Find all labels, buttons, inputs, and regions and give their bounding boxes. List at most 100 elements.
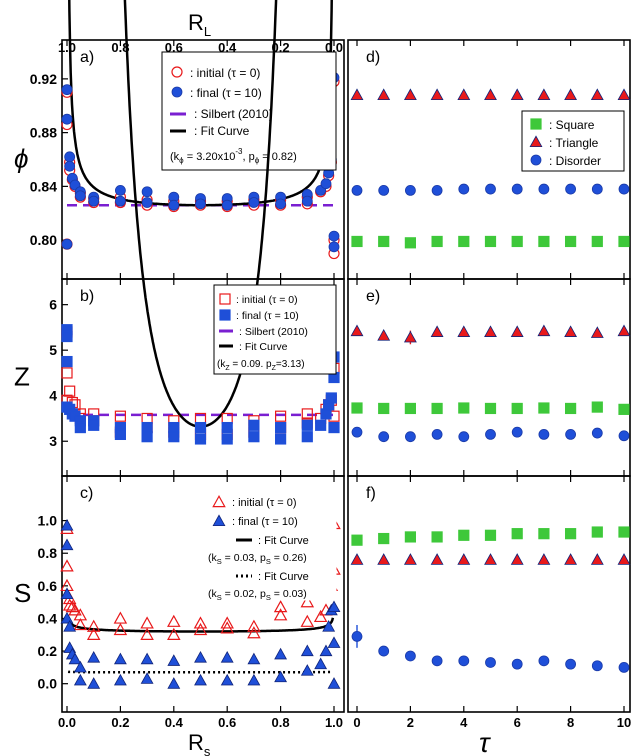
- data-point: [140, 616, 154, 629]
- data-point: [404, 531, 416, 543]
- legend-marker: [219, 293, 231, 305]
- panel-c-frame: [61, 475, 345, 713]
- data-point: [313, 609, 328, 623]
- data-point: [511, 658, 523, 670]
- data-point: [301, 431, 313, 443]
- data-point: [403, 88, 417, 100]
- series-b-1: [61, 324, 340, 445]
- legend-text: : Fit Curve: [258, 535, 309, 547]
- top-axis-label: RL: [188, 10, 211, 39]
- data-point: [351, 426, 363, 438]
- data-point: [327, 600, 341, 613]
- data-point: [511, 426, 523, 438]
- data-point: [484, 402, 497, 415]
- data-point: [221, 199, 233, 211]
- data-point: [538, 235, 550, 248]
- data-point: [74, 421, 86, 434]
- data-point: [194, 651, 207, 663]
- data-point: [618, 661, 630, 673]
- y-tick-label: 0.92: [30, 71, 57, 87]
- data-point: [86, 627, 101, 640]
- data-point: [511, 235, 523, 248]
- data-point: [377, 329, 391, 341]
- data-point: [403, 330, 417, 343]
- legend-marker: [212, 495, 226, 508]
- legend-marker: [171, 86, 183, 98]
- data-point: [404, 185, 416, 196]
- data-point: [273, 600, 288, 613]
- data-point: [273, 608, 288, 621]
- data-point: [617, 88, 631, 100]
- series-d-0: [351, 235, 630, 249]
- data-point: [618, 235, 630, 248]
- data-point: [65, 600, 80, 613]
- data-point: [140, 652, 154, 665]
- y-tick-label: 3: [49, 433, 57, 449]
- data-point: [378, 235, 390, 248]
- data-point: [378, 185, 390, 196]
- data-point: [167, 614, 181, 627]
- data-point: [537, 324, 551, 337]
- y-tick-label: 1.0: [38, 513, 58, 529]
- data-point: [115, 195, 126, 207]
- data-point: [167, 654, 181, 666]
- data-point: [617, 553, 631, 565]
- bottom-tick-label: 0.0: [58, 715, 76, 730]
- data-point: [325, 392, 337, 404]
- legend-fit-params-1: (kS = 0.03, pS = 0.26): [208, 552, 307, 566]
- data-point: [404, 431, 416, 443]
- data-point: [220, 621, 234, 634]
- data-point: [431, 185, 443, 196]
- data-point: [484, 553, 497, 565]
- data-point: [458, 402, 470, 414]
- legend-marker: [219, 309, 231, 321]
- data-point: [194, 433, 207, 445]
- legend-marker: [212, 514, 226, 526]
- data-point: [431, 402, 443, 415]
- data-point: [327, 677, 341, 689]
- data-point: [511, 528, 523, 540]
- data-point: [87, 677, 101, 689]
- data-point: [61, 84, 73, 96]
- data-point: [300, 595, 315, 608]
- panel-f: f): [347, 475, 631, 713]
- data-point: [73, 617, 88, 631]
- y-axis-label-a: ϕ: [14, 144, 28, 174]
- data-point: [274, 647, 288, 660]
- data-point: [403, 553, 417, 565]
- data-point: [247, 673, 261, 686]
- panel-f-frame: [347, 475, 631, 713]
- data-point: [565, 658, 576, 670]
- data-point: [564, 402, 577, 415]
- y-tick-label: 0.2: [38, 643, 58, 659]
- panel-label-a: a): [80, 49, 94, 66]
- data-point: [484, 88, 497, 100]
- data-point: [328, 230, 340, 242]
- data-point: [590, 553, 604, 565]
- data-point: [457, 325, 471, 337]
- data-point: [300, 664, 314, 676]
- bottom-axis-ticks: 0.0 0.2 0.4 0.6 0.8 1.0 0 2 4 6 8 10: [58, 715, 631, 730]
- data-point: [301, 408, 313, 420]
- data-point: [220, 651, 234, 663]
- data-point: [457, 553, 471, 565]
- data-point: [404, 650, 416, 662]
- data-point: [484, 529, 497, 541]
- tau-tick-label: 10: [617, 715, 631, 730]
- data-point: [351, 534, 363, 546]
- data-point: [617, 324, 631, 337]
- data-point: [140, 627, 154, 640]
- data-point: [564, 88, 578, 100]
- data-point: [194, 421, 207, 434]
- data-point: [485, 429, 496, 440]
- data-point: [350, 553, 364, 565]
- panel-d: d): Square: Triangle: Disorder: [347, 39, 631, 280]
- data-point: [168, 421, 180, 434]
- data-point: [350, 324, 364, 337]
- data-point: [314, 657, 328, 670]
- data-point: [68, 603, 82, 616]
- data-point: [378, 431, 390, 443]
- panel-e-frame: [347, 278, 631, 477]
- data-point: [591, 183, 603, 195]
- data-point: [591, 235, 603, 248]
